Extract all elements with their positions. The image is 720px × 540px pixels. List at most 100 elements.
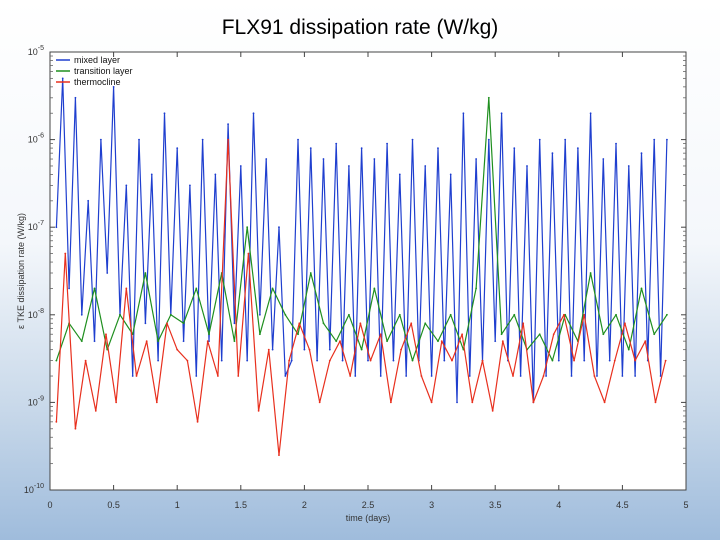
data-point-transition-layer <box>538 333 541 336</box>
data-point-transition-layer <box>373 287 376 290</box>
x-axis-label: time (days) <box>346 513 391 523</box>
data-point-thermocline <box>389 401 392 404</box>
data-point-transition-layer <box>666 313 668 316</box>
page-title: FLX91 dissipation rate (W/kg) <box>221 16 499 39</box>
x-tick-label: 4 <box>556 500 561 510</box>
data-point-transition-layer <box>551 359 554 362</box>
data-point-mixed-layer <box>576 147 579 149</box>
data-point-mixed-layer <box>278 226 280 229</box>
data-point-mixed-layer <box>182 340 185 343</box>
data-point-thermocline <box>105 333 107 336</box>
data-point-mixed-layer <box>437 147 439 149</box>
x-tick-label: 5 <box>683 500 688 510</box>
data-point-mixed-layer <box>392 359 395 362</box>
x-tick-label: 2 <box>302 500 307 510</box>
data-point-mixed-layer <box>195 375 198 377</box>
data-point-thermocline <box>318 401 321 404</box>
data-point-mixed-layer <box>265 158 268 160</box>
data-point-thermocline <box>84 359 87 362</box>
data-point-mixed-layer <box>373 158 376 160</box>
data-point-thermocline <box>206 340 209 343</box>
y-axis-label: ε TKE dissipation rate (W/kg) <box>16 213 26 329</box>
data-point-mixed-layer <box>608 359 611 362</box>
data-point-mixed-layer <box>360 147 363 149</box>
data-point-mixed-layer <box>513 147 516 149</box>
data-point-thermocline <box>624 322 626 325</box>
data-point-mixed-layer <box>233 322 236 325</box>
data-point-mixed-layer <box>348 165 350 167</box>
data-point-transition-layer <box>297 333 299 336</box>
series-layer <box>55 77 668 457</box>
data-point-mixed-layer <box>589 112 592 115</box>
x-tick-label: 4.5 <box>616 500 629 510</box>
data-point-thermocline <box>227 138 229 141</box>
y-tick-label: 10-5 <box>28 45 44 57</box>
data-point-transition-layer <box>449 313 452 316</box>
data-point-mixed-layer <box>220 359 223 362</box>
data-point-thermocline <box>64 252 67 255</box>
data-point-thermocline <box>359 322 362 325</box>
data-point-mixed-layer <box>335 142 338 145</box>
data-point-mixed-layer <box>411 138 414 141</box>
data-point-mixed-layer <box>487 138 490 141</box>
data-point-mixed-layer <box>462 112 465 115</box>
data-point-mixed-layer <box>80 313 83 316</box>
data-point-thermocline <box>440 340 443 343</box>
data-point-mixed-layer <box>68 287 70 290</box>
data-point-transition-layer <box>386 340 388 343</box>
data-point-thermocline <box>451 359 453 362</box>
data-point-mixed-layer <box>227 123 229 126</box>
plot-frame <box>49 51 687 491</box>
data-point-mixed-layer <box>201 138 204 141</box>
data-point-mixed-layer <box>303 348 306 351</box>
data-point-mixed-layer <box>239 165 242 167</box>
data-point-mixed-layer <box>596 375 598 377</box>
data-point-thermocline <box>410 322 413 325</box>
data-point-thermocline <box>135 375 138 377</box>
data-point-thermocline <box>339 340 341 343</box>
plot-area <box>49 51 687 491</box>
data-point-mixed-layer <box>316 359 319 362</box>
data-point-thermocline <box>369 359 372 362</box>
data-point-mixed-layer <box>74 96 77 99</box>
data-point-transition-layer <box>80 340 83 343</box>
x-tick-label: 0 <box>47 500 52 510</box>
data-point-mixed-layer <box>252 112 255 115</box>
data-point-mixed-layer <box>163 112 166 115</box>
data-point-transition-layer <box>119 313 121 316</box>
data-point-transition-layer <box>195 287 198 290</box>
data-point-mixed-layer <box>309 147 312 149</box>
data-point-thermocline <box>542 375 545 377</box>
data-point-mixed-layer <box>341 359 344 362</box>
data-point-mixed-layer <box>284 375 287 377</box>
data-point-transition-layer <box>411 359 414 362</box>
x-tick-label: 1 <box>175 500 180 510</box>
legend-label-thermocline: thermocline <box>74 77 121 87</box>
data-point-mixed-layer <box>125 184 128 187</box>
data-point-thermocline <box>512 375 514 377</box>
data-point-mixed-layer <box>653 138 656 141</box>
data-point-transition-layer <box>208 333 210 336</box>
data-point-mixed-layer <box>494 340 497 343</box>
data-point-transition-layer <box>182 322 185 325</box>
data-point-thermocline <box>145 340 148 343</box>
data-point-mixed-layer <box>112 85 115 88</box>
data-point-mixed-layer <box>405 375 408 377</box>
data-point-thermocline <box>288 359 291 362</box>
data-point-thermocline <box>481 359 484 362</box>
data-point-mixed-layer <box>87 199 90 202</box>
data-point-mixed-layer <box>468 375 471 377</box>
data-point-transition-layer <box>284 313 287 316</box>
data-point-transition-layer <box>627 348 630 351</box>
data-point-transition-layer <box>500 333 503 336</box>
data-point-transition-layer <box>437 340 439 343</box>
data-point-mixed-layer <box>99 138 102 141</box>
data-point-mixed-layer <box>583 359 586 362</box>
data-point-mixed-layer <box>456 401 458 404</box>
data-point-mixed-layer <box>424 165 427 167</box>
data-point-thermocline <box>278 454 280 457</box>
data-point-mixed-layer <box>271 348 274 351</box>
data-point-mixed-layer <box>500 112 503 115</box>
data-point-thermocline <box>267 348 270 351</box>
data-point-thermocline <box>74 427 77 430</box>
